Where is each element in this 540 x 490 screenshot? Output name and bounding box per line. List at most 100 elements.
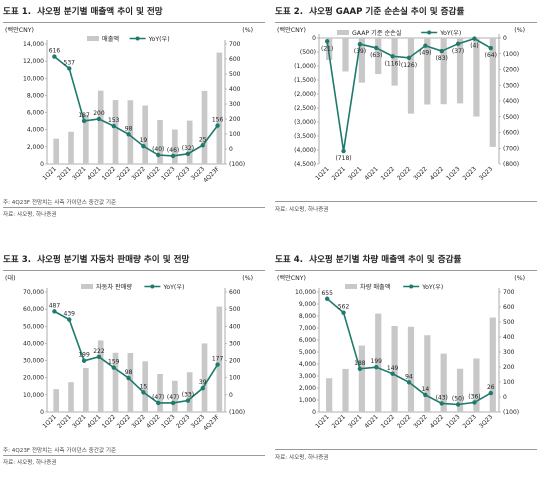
data-label: 98 bbox=[125, 369, 133, 376]
source-divider bbox=[3, 455, 265, 456]
left-tick-label: (1,500) bbox=[294, 77, 316, 84]
x-tick-label: 3Q21 bbox=[347, 413, 364, 430]
sales-chart: (백만CNY) (%) 0 2,000 4,000 6,000 8,000 10,000 12,… bbox=[5, 26, 253, 184]
bar bbox=[68, 382, 74, 412]
data-label: 25 bbox=[199, 136, 207, 143]
legend-line-label: YoY(우) bbox=[421, 284, 443, 291]
legend-line-label: YoY(우) bbox=[148, 36, 170, 43]
yoy-line bbox=[53, 55, 219, 157]
data-label: (50) bbox=[452, 396, 464, 403]
bar bbox=[391, 38, 398, 86]
yoy-point bbox=[156, 152, 161, 158]
bar bbox=[391, 326, 398, 412]
right-tick-label: 600 bbox=[229, 56, 241, 63]
data-label: 222 bbox=[93, 348, 105, 355]
right-tick-label: 0 bbox=[229, 392, 233, 399]
right-tick-label: 300 bbox=[229, 101, 241, 108]
x-tick-label: 3Q23 bbox=[478, 413, 495, 430]
yoy-point bbox=[357, 41, 363, 47]
x-tick-label: 3Q23 bbox=[478, 165, 495, 182]
x-tick-label: 3Q21 bbox=[71, 165, 88, 182]
left-tick-label: (500) bbox=[300, 49, 316, 56]
right-tick-label: 200 bbox=[503, 364, 515, 371]
bar bbox=[127, 352, 134, 412]
data-label: 562 bbox=[338, 304, 350, 311]
data-label: (36) bbox=[468, 393, 480, 400]
data-label: (33) bbox=[182, 392, 194, 399]
left-tick-label: 50,000 bbox=[23, 323, 44, 330]
right-tick-label: 700 bbox=[229, 41, 241, 48]
data-label: 156 bbox=[212, 117, 224, 124]
bar bbox=[440, 38, 447, 105]
right-tick-label: 100 bbox=[229, 375, 241, 382]
yoy-point bbox=[170, 400, 176, 406]
right-tick-label: (100) bbox=[503, 409, 519, 416]
left-tick-label: 14,000 bbox=[23, 41, 44, 48]
legend-bar-swatch bbox=[81, 284, 93, 289]
bar bbox=[112, 100, 119, 164]
yoy-point bbox=[374, 45, 379, 51]
panel-title: 도표 3. 샤오펑 분기별 자동차 판매량 추이 및 전망 bbox=[3, 250, 265, 271]
bar bbox=[216, 52, 223, 164]
bar bbox=[142, 105, 149, 164]
x-tick-label: 4Q23F bbox=[202, 413, 221, 432]
right-tick-label: 100 bbox=[229, 131, 241, 138]
bar bbox=[375, 38, 382, 75]
left-axis-unit: (백만CNY) bbox=[277, 26, 306, 34]
right-tick-label: 300 bbox=[229, 340, 241, 347]
yoy-point bbox=[126, 375, 131, 381]
bar bbox=[358, 345, 365, 412]
yoy-point bbox=[81, 118, 87, 124]
data-label: (43) bbox=[436, 394, 448, 401]
right-tick-label: (100) bbox=[229, 161, 245, 168]
left-axis-unit: (대) bbox=[5, 274, 16, 282]
left-tick-label: (2,500) bbox=[294, 105, 316, 112]
vehicle-sales-chart: (백만CNY) (%) 0 1,000 2,000 3,000 4,000 5,000 6,00… bbox=[277, 274, 525, 430]
data-label: (47) bbox=[152, 394, 164, 401]
yoy-point bbox=[111, 365, 116, 370]
right-tick-label: 0 bbox=[503, 394, 507, 401]
yoy-point bbox=[200, 385, 205, 391]
left-tick-label: 1,000 bbox=[299, 397, 316, 404]
yoy-point bbox=[141, 143, 146, 149]
data-label: 439 bbox=[64, 311, 76, 318]
data-label: 199 bbox=[371, 358, 383, 365]
right-tick-label: (200) bbox=[503, 67, 519, 74]
legend-bar-label: GAAP 기준 순손실 bbox=[352, 29, 402, 37]
yoy-point bbox=[488, 45, 494, 51]
x-tick-label: 2Q23 bbox=[461, 165, 478, 182]
x-tick-label: 2Q22 bbox=[116, 413, 133, 430]
left-tick-label: 6,000 bbox=[299, 337, 316, 344]
bar bbox=[68, 131, 74, 164]
panel-code: 도표 3. bbox=[3, 255, 32, 265]
data-label: (40) bbox=[152, 146, 164, 153]
x-tick-label: 3Q22 bbox=[412, 165, 429, 182]
legend-line-marker bbox=[427, 30, 432, 35]
right-tick-label: (700) bbox=[503, 145, 519, 152]
left-tick-label: 12,000 bbox=[23, 58, 44, 65]
bar bbox=[201, 90, 208, 164]
data-label: 188 bbox=[354, 360, 366, 367]
legend-line-label: YoY(우) bbox=[439, 30, 461, 37]
left-tick-label: 2,000 bbox=[27, 144, 44, 151]
data-label: (46) bbox=[167, 147, 179, 154]
left-tick-label: 10,000 bbox=[23, 75, 44, 82]
bar bbox=[473, 358, 480, 412]
data-label: (4) bbox=[470, 43, 479, 50]
x-tick-label: 4Q23F bbox=[202, 165, 221, 184]
x-tick-label: 1Q23 bbox=[160, 165, 177, 182]
data-label: (32) bbox=[182, 145, 194, 152]
right-tick-label: 500 bbox=[229, 306, 241, 313]
bar bbox=[326, 378, 333, 412]
right-tick-label: 500 bbox=[503, 319, 515, 326]
bar bbox=[456, 368, 464, 412]
data-label: 616 bbox=[49, 48, 61, 55]
legend-bar-label: 자동차 판매량 bbox=[96, 283, 132, 291]
bar bbox=[424, 38, 431, 105]
left-tick-label: 10,000 bbox=[295, 289, 316, 296]
yoy-point bbox=[185, 398, 191, 403]
data-label: (47) bbox=[167, 394, 179, 401]
right-tick-label: (400) bbox=[503, 98, 519, 105]
left-tick-label: (3,000) bbox=[294, 119, 316, 126]
left-tick-label: 2,000 bbox=[299, 385, 316, 392]
